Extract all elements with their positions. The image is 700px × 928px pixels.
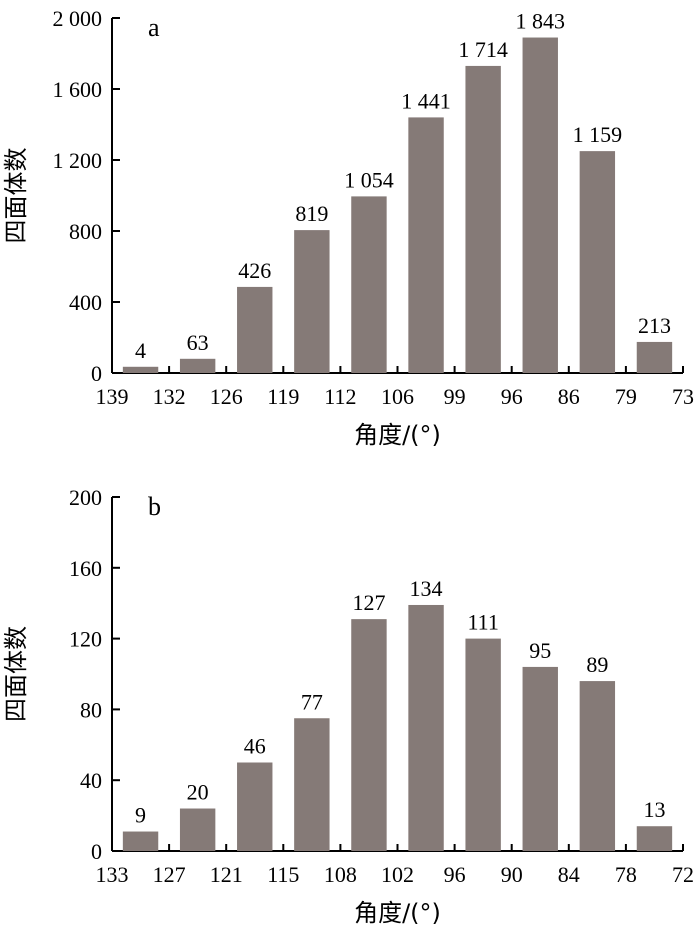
bar [465,638,501,851]
y-tick-label: 1 600 [53,77,103,102]
y-tick-label: 400 [69,290,102,315]
bar [351,619,387,851]
y-axis-title: 四面体数 [2,148,30,244]
bar [294,718,330,851]
bar [179,358,216,373]
bar [522,666,558,851]
y-tick-label: 200 [69,485,102,510]
bar-data-label: 89 [586,652,608,677]
bar-data-label: 1 843 [516,9,566,34]
x-tick-label: 112 [324,384,356,409]
bar [294,230,330,373]
x-tick-label: 90 [501,862,523,887]
y-axis-title: 四面体数 [2,626,30,722]
bar-data-label: 1 714 [458,37,508,62]
y-tick-label: 80 [80,697,102,722]
panel-label: a [148,13,160,42]
x-tick-label: 115 [267,862,299,887]
bar [522,37,558,374]
y-tick-label: 40 [80,768,102,793]
x-tick-label: 79 [615,384,637,409]
bar [122,366,159,373]
bar-data-label: 9 [135,803,146,828]
x-axis-title: 角度/(°) [354,421,441,449]
bar [237,286,273,373]
bar [465,65,501,374]
y-tick-label: 800 [69,219,102,244]
x-tick-label: 132 [153,384,186,409]
bar-data-label: 111 [467,610,498,635]
bar-data-label: 1 054 [344,167,394,192]
bar [408,117,444,374]
panel-label: b [148,492,161,521]
x-tick-label: 108 [324,862,357,887]
bar-data-label: 819 [295,201,328,226]
y-tick-label: 1 200 [53,148,103,173]
bar [237,762,273,851]
bar [179,808,216,851]
x-tick-label: 127 [153,862,186,887]
bar-data-label: 134 [410,576,443,601]
x-tick-label: 126 [210,384,243,409]
bar [636,341,673,373]
bar [579,151,616,373]
chart-panel-b: 0 40 80 120 160 200 133 127 121 115 108 102 96 90 84 78… [2,485,694,927]
bar [579,681,616,851]
x-tick-label: 99 [444,384,466,409]
x-tick-label: 106 [381,384,414,409]
x-tick-label: 121 [210,862,243,887]
bar-data-label: 4 [135,338,146,363]
bar-data-label: 213 [638,313,671,338]
y-tick-label: 0 [91,839,102,864]
y-tick-label: 160 [69,556,102,581]
bar-data-label: 426 [238,258,271,283]
bar-data-label: 1 159 [573,122,623,147]
chart-panel-a: 0 400 800 1 200 1 600 2 000 139 132 126 119 112 106… [2,6,694,449]
x-tick-label: 72 [672,862,694,887]
y-tick-label: 2 000 [53,6,103,31]
x-tick-label: 84 [558,862,580,887]
x-tick-label: 96 [501,384,523,409]
x-axis-title: 角度/(°) [354,899,441,927]
bar-data-label: 63 [187,330,209,355]
bar-data-label: 95 [529,638,551,663]
y-tick-label: 0 [91,361,102,386]
x-tick-label: 78 [615,862,637,887]
y-tick-label: 120 [69,627,102,652]
x-tick-label: 133 [96,862,129,887]
x-tick-label: 119 [267,384,299,409]
bar-data-label: 1 441 [401,88,451,113]
bar-data-label: 46 [244,734,266,759]
x-tick-label: 102 [381,862,414,887]
x-tick-label: 96 [444,862,466,887]
bar [408,604,444,851]
bar [351,196,387,373]
bar-data-label: 77 [301,689,323,714]
x-tick-label: 73 [672,384,694,409]
bar-data-label: 20 [187,780,209,805]
bar [636,826,673,851]
x-tick-label: 86 [558,384,580,409]
bar-data-label: 13 [643,797,665,822]
bar-data-label: 127 [352,590,385,615]
x-tick-label: 139 [96,384,129,409]
bar [122,831,159,851]
